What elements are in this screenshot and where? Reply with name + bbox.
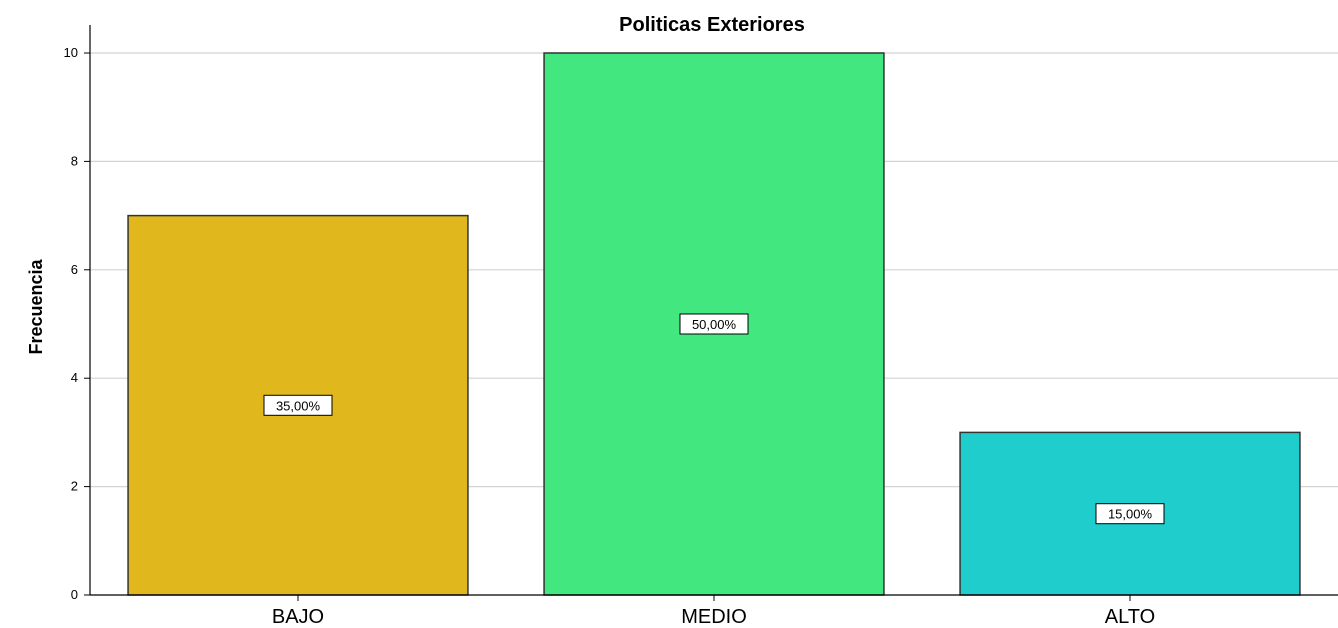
- x-tick-label: BAJO: [272, 606, 324, 628]
- chart-title: Politicas Exteriores: [619, 14, 805, 36]
- data-label: 35,00%: [263, 394, 333, 416]
- data-labels: 35,00% 50,00% 15,00%: [263, 313, 1165, 525]
- bars: [127, 52, 1301, 596]
- y-tick-label: 8: [71, 153, 78, 168]
- y-tick-label: 10: [64, 45, 78, 60]
- data-label-text: 50,00%: [692, 317, 737, 332]
- data-label-box: [679, 313, 749, 335]
- data-label-text: 15,00%: [1108, 507, 1153, 522]
- data-label-box: [1095, 503, 1165, 525]
- x-ticks: BAJO MEDIO ALTO: [272, 595, 1155, 628]
- data-label: 50,00%: [679, 313, 749, 335]
- data-label-box: [263, 394, 333, 416]
- data-label-text: 35,00%: [276, 398, 321, 413]
- data-label: 15,00%: [1095, 503, 1165, 525]
- x-tick-label: MEDIO: [681, 606, 747, 628]
- y-ticks: 0 2 4 6 8 10: [64, 45, 90, 602]
- x-tick-label: ALTO: [1105, 606, 1155, 628]
- y-tick-label: 4: [71, 370, 78, 385]
- y-tick-label: 6: [71, 262, 78, 277]
- y-tick-label: 0: [71, 587, 78, 602]
- y-tick-label: 2: [71, 479, 78, 494]
- y-axis-label: Frecuencia: [26, 258, 46, 354]
